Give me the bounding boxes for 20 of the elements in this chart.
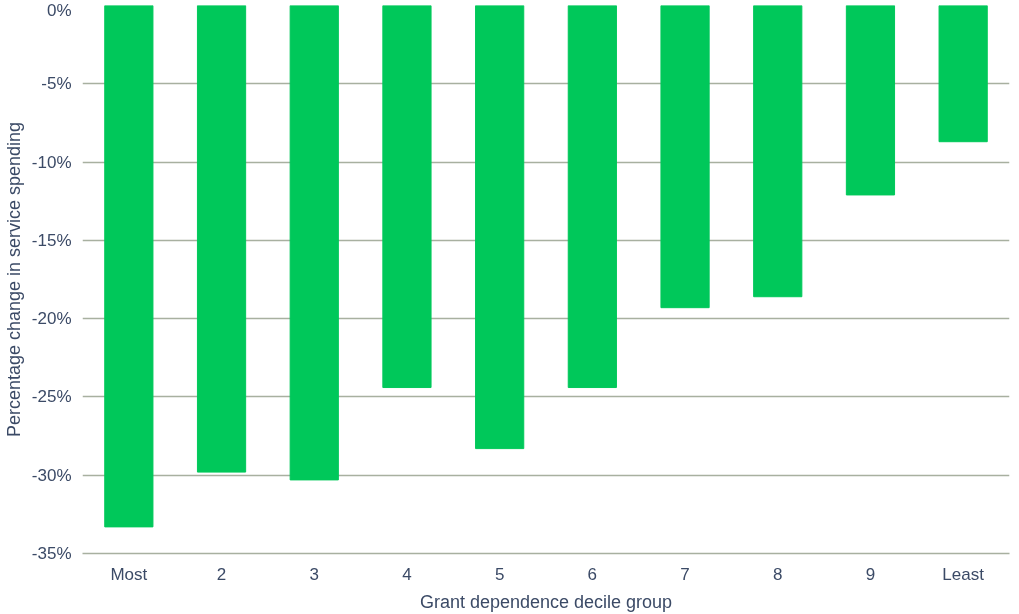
x-tick-label: 2 bbox=[216, 564, 227, 584]
x-tick-label: 7 bbox=[680, 564, 690, 584]
y-tick-label: -10% bbox=[31, 152, 72, 172]
y-tick-label: -15% bbox=[31, 230, 72, 250]
y-tick-label: -5% bbox=[41, 74, 72, 94]
x-tick-label: 4 bbox=[402, 564, 412, 584]
x-tick-label: Most bbox=[110, 564, 148, 584]
x-tick-label: 8 bbox=[773, 564, 783, 584]
y-tick-label: -30% bbox=[31, 465, 72, 485]
y-tick-label: -25% bbox=[31, 387, 72, 407]
y-tick-label: -35% bbox=[31, 544, 72, 563]
x-tick-label: 5 bbox=[494, 564, 505, 584]
x-axis-title: Grant dependence decile group bbox=[419, 591, 673, 612]
y-tick-label: 0% bbox=[46, 0, 72, 20]
x-tick-label: 9 bbox=[865, 564, 876, 584]
x-tick-label: Least bbox=[942, 564, 985, 584]
y-axis-title: Percentage change in service spending bbox=[3, 121, 24, 438]
x-tick-label: 6 bbox=[587, 564, 598, 584]
x-tick-label: 3 bbox=[309, 564, 319, 584]
y-tick-label: -20% bbox=[31, 309, 72, 329]
